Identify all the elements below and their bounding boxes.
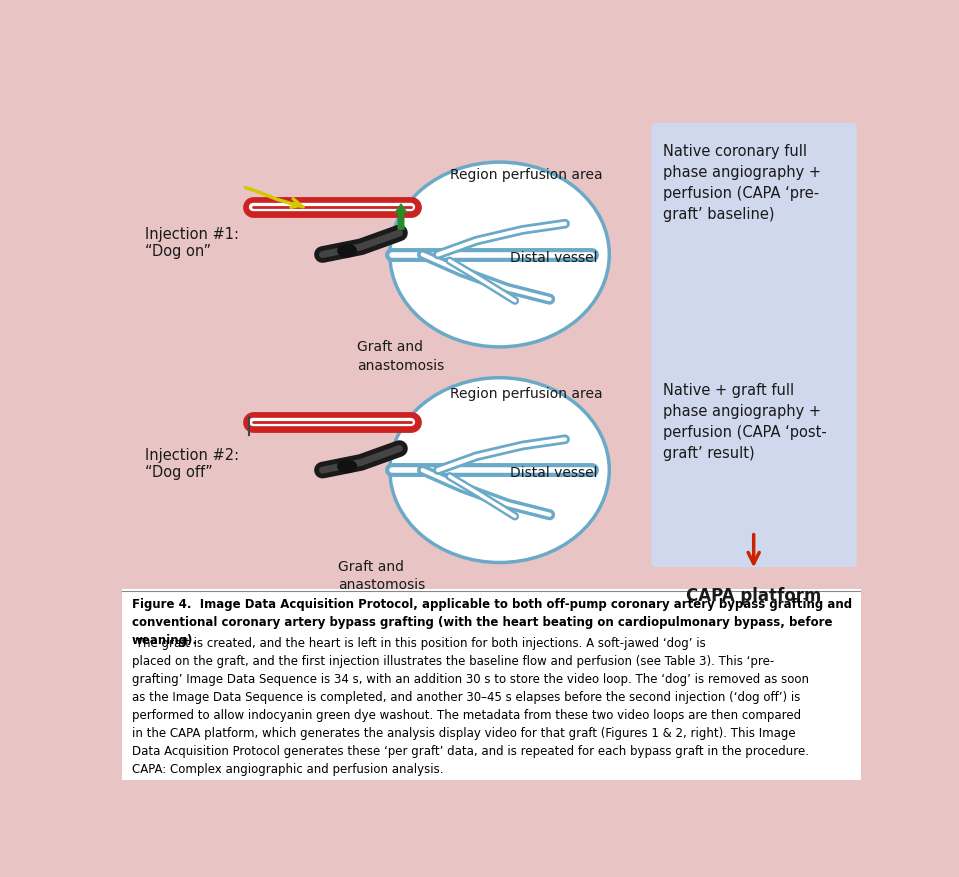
Ellipse shape <box>390 163 609 347</box>
Text: Injection #2:: Injection #2: <box>146 447 240 463</box>
Text: Region perfusion area: Region perfusion area <box>450 168 603 182</box>
Text: CAPA platform: CAPA platform <box>686 586 821 604</box>
Bar <box>123 590 861 781</box>
Text: The graft is created, and the heart is left in this position for both injections: The graft is created, and the heart is l… <box>131 636 808 774</box>
Text: Graft and
anastomosis: Graft and anastomosis <box>357 339 444 372</box>
Text: Injection #1:: Injection #1: <box>146 227 240 242</box>
Text: “Dog off”: “Dog off” <box>146 465 213 480</box>
Text: Region perfusion area: Region perfusion area <box>450 387 603 401</box>
Text: Figure 4.  Image Data Acquisition Protocol, applicable to both off-pump coronary: Figure 4. Image Data Acquisition Protoco… <box>131 597 852 646</box>
Text: Graft and
anastomosis: Graft and anastomosis <box>338 559 425 591</box>
FancyArrow shape <box>394 203 408 231</box>
Text: Distal vessel: Distal vessel <box>510 466 597 480</box>
Text: Native + graft full
phase angiography +
perfusion (CAPA ‘post-
graft’ result): Native + graft full phase angiography + … <box>663 382 827 460</box>
Text: Native coronary full
phase angiography +
perfusion (CAPA ‘pre-
graft’ baseline): Native coronary full phase angiography +… <box>663 144 821 222</box>
Ellipse shape <box>390 378 609 563</box>
Text: “Dog on”: “Dog on” <box>146 244 212 259</box>
Ellipse shape <box>338 245 357 259</box>
Ellipse shape <box>338 460 357 474</box>
FancyBboxPatch shape <box>651 124 856 567</box>
Text: Distal vessel: Distal vessel <box>510 251 597 265</box>
